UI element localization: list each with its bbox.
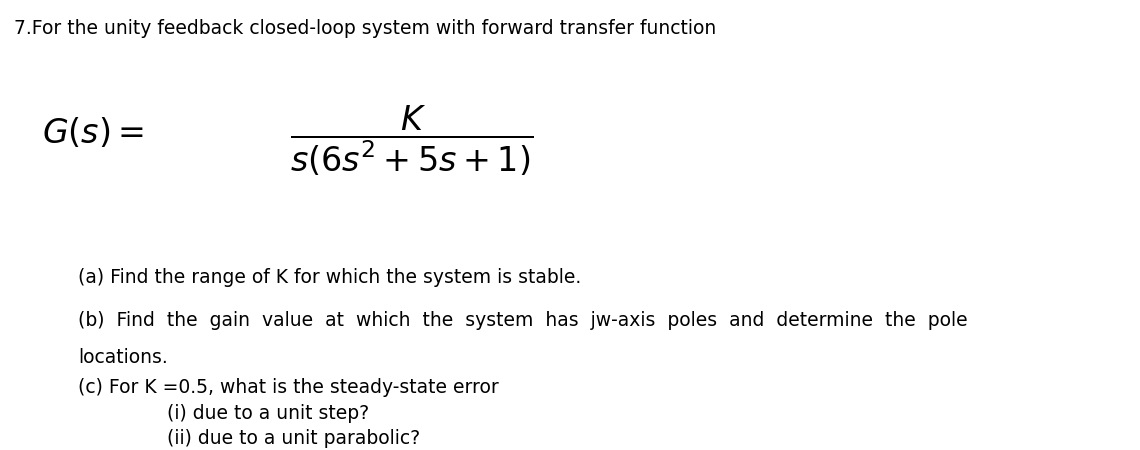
Text: locations.: locations. [79,347,168,366]
Text: (b)  Find  the  gain  value  at  which  the  system  has  jw-axis  poles  and  d: (b) Find the gain value at which the sys… [79,311,968,330]
Text: (i) due to a unit step?: (i) due to a unit step? [166,404,369,423]
Text: (ii) due to a unit parabolic?: (ii) due to a unit parabolic? [166,429,420,448]
Text: 7.For the unity feedback closed-loop system with forward transfer function: 7.For the unity feedback closed-loop sys… [14,18,716,38]
Text: (c) For K =0.5, what is the steady-state error: (c) For K =0.5, what is the steady-state… [79,378,499,396]
Text: (a) Find the range of K for which the system is stable.: (a) Find the range of K for which the sy… [79,268,581,287]
Text: $G(s) = $: $G(s) = $ [42,116,144,149]
Text: $\dfrac{K}{s\left(6s^{2}+5s+1\right)}$: $\dfrac{K}{s\left(6s^{2}+5s+1\right)}$ [290,104,532,178]
